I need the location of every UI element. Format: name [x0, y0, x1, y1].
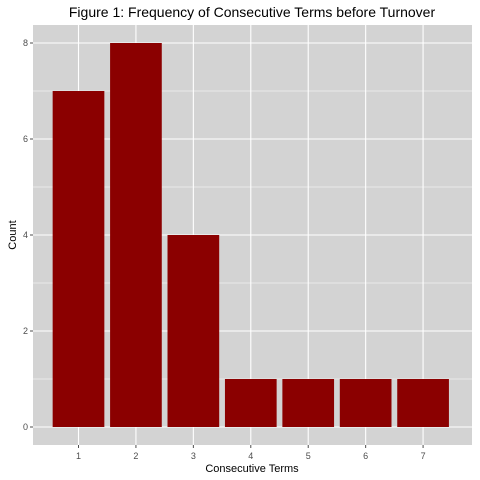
x-tick-label: 1	[76, 451, 81, 461]
x-tick-label: 7	[421, 451, 426, 461]
y-tick-label: 0	[23, 422, 28, 432]
bar-3	[167, 235, 220, 427]
y-axis-title: Count	[7, 220, 19, 249]
bar-1	[52, 91, 105, 427]
bar-4	[224, 379, 277, 427]
x-tick-label: 2	[133, 451, 138, 461]
y-tick-label: 6	[23, 134, 28, 144]
x-tick-label: 4	[248, 451, 253, 461]
y-tick-label: 4	[23, 230, 28, 240]
x-tick-label: 6	[363, 451, 368, 461]
x-axis: 1 2 3 4 5 6 7	[76, 445, 426, 461]
x-axis-title: Consecutive Terms	[205, 463, 299, 475]
bars	[52, 43, 449, 427]
chart-title: Figure 1: Frequency of Consecutive Terms…	[69, 4, 436, 20]
x-tick-label: 3	[191, 451, 196, 461]
x-tick-label: 5	[306, 451, 311, 461]
bar-7	[397, 379, 449, 427]
y-axis: 0 2 4 6 8	[23, 38, 33, 432]
bar-6	[339, 379, 392, 427]
y-tick-label: 2	[23, 326, 28, 336]
bar-2	[110, 43, 162, 427]
y-tick-label: 8	[23, 38, 28, 48]
bar-5	[282, 379, 335, 427]
